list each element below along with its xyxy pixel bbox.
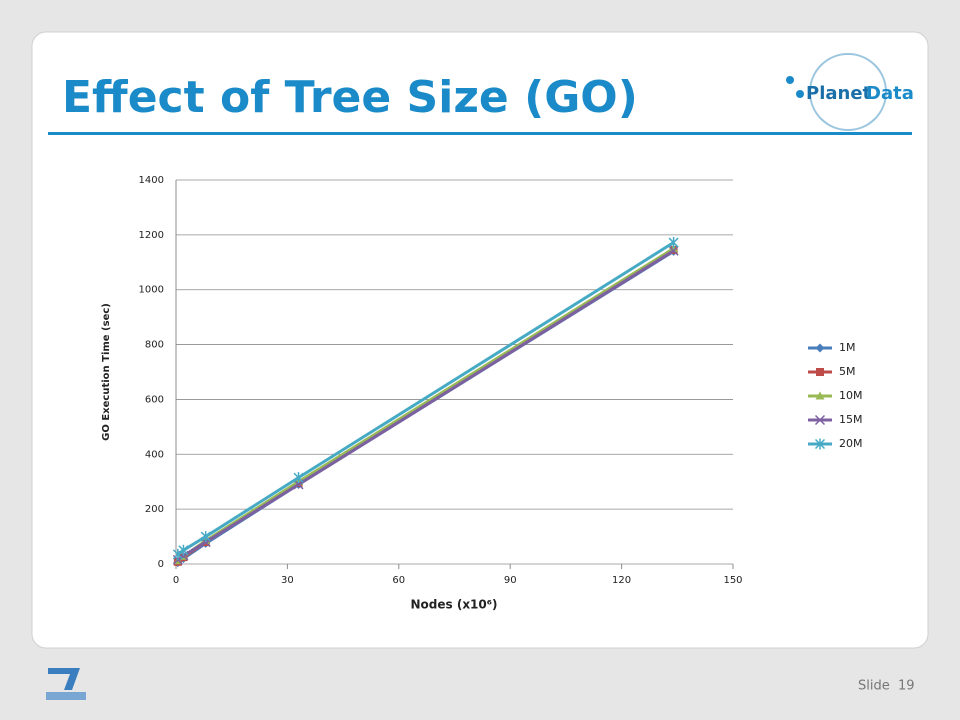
legend-label: 10M xyxy=(839,389,863,402)
legend-marker xyxy=(815,391,825,400)
fp7-logo xyxy=(46,668,86,700)
logo-ring xyxy=(809,53,887,131)
y-tick-label: 800 xyxy=(145,340,164,351)
logo: Planet Data xyxy=(786,53,914,131)
logo-dot xyxy=(796,90,804,98)
y-tick-label: 0 xyxy=(158,559,164,570)
logo-word: Planet xyxy=(806,83,872,104)
slide-card xyxy=(31,31,929,649)
marker xyxy=(172,548,183,560)
marker xyxy=(668,245,679,256)
legend-marker xyxy=(816,368,824,376)
footer-number: 19 xyxy=(898,679,915,694)
y-tick-label: 400 xyxy=(145,449,164,460)
y-axis-label: GO Execution Time (sec) xyxy=(101,303,112,441)
marker xyxy=(200,531,211,543)
legend-marker xyxy=(814,414,826,426)
x-tick-label: 30 xyxy=(281,575,294,586)
slide-title: Effect of Tree Size (GO) xyxy=(62,72,638,123)
marker xyxy=(669,244,679,253)
footer-label: Slide xyxy=(858,679,890,694)
logo-dot xyxy=(786,76,794,84)
fp7-band xyxy=(46,692,86,700)
legend-label: 5M xyxy=(839,365,856,378)
x-tick-label: 0 xyxy=(173,575,179,586)
marker xyxy=(178,544,189,556)
y-tick-label: 200 xyxy=(145,504,164,515)
marker xyxy=(668,237,679,249)
x-tick-label: 120 xyxy=(612,575,631,586)
y-tick-label: 1000 xyxy=(139,285,164,296)
y-tick-label: 600 xyxy=(145,394,164,405)
x-tick-label: 150 xyxy=(723,575,742,586)
marker xyxy=(293,472,304,484)
x-axis-label: Nodes (x10⁶) xyxy=(411,598,498,612)
legend-label: 1M xyxy=(839,341,856,354)
x-tick-label: 90 xyxy=(504,575,517,586)
fp7-mark xyxy=(48,668,80,690)
y-tick-label: 1400 xyxy=(139,175,164,186)
legend-label: 20M xyxy=(839,437,863,450)
logo-word: Data xyxy=(866,83,914,104)
legend-label: 15M xyxy=(839,413,863,426)
y-tick-label: 1200 xyxy=(139,230,164,241)
legend-marker xyxy=(815,343,825,353)
title-rule xyxy=(48,132,912,135)
legend-marker xyxy=(814,438,826,450)
x-tick-label: 60 xyxy=(392,575,405,586)
